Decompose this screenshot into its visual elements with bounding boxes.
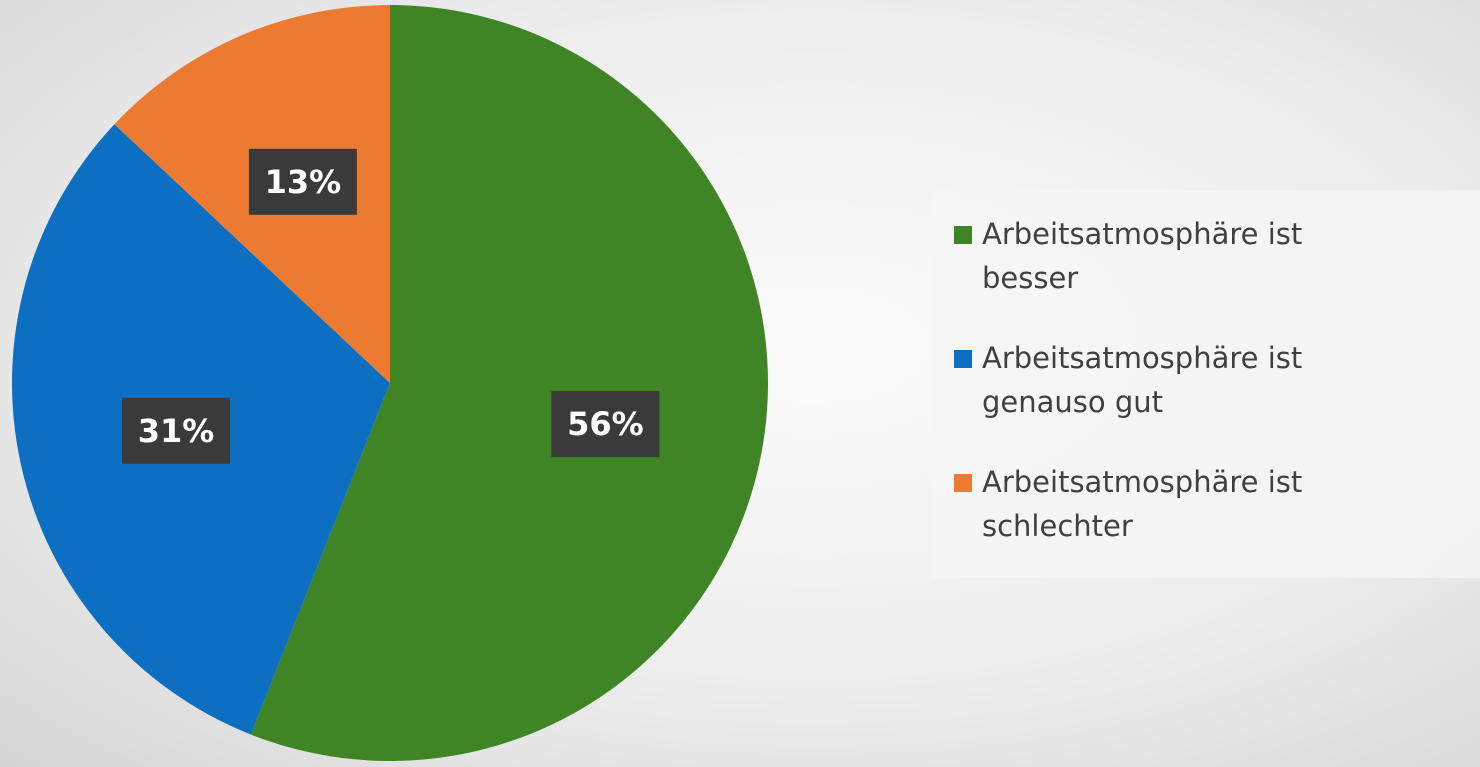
legend-label-besser: Arbeitsatmosphäre ist besser — [982, 217, 1303, 295]
legend: Arbeitsatmosphäre ist besser Arbeitsatmo… — [932, 190, 1480, 578]
data-labels: 56% 31% 13% — [122, 148, 660, 464]
pie-slices — [11, 5, 768, 761]
legend-label-schlechter: Arbeitsatmosphäre ist schlechter — [982, 465, 1303, 543]
legend-item-schlechter: Arbeitsatmosphäre ist schlechter — [954, 460, 1362, 548]
data-label-2: 31% — [122, 397, 230, 464]
legend-label-genauso-gut: Arbeitsatmosphäre ist genauso gut — [982, 341, 1303, 419]
data-label-box-1 — [551, 391, 660, 458]
data-label-text-1: 56% — [567, 405, 644, 443]
data-label-1: 56% — [551, 391, 660, 458]
data-label-3: 13% — [248, 148, 357, 215]
data-label-text-3: 13% — [265, 163, 342, 201]
data-label-text-2: 31% — [138, 412, 215, 450]
data-label-box-2 — [122, 397, 230, 464]
data-label-box-3 — [248, 148, 357, 215]
legend-swatch-schlechter — [954, 474, 972, 492]
legend-item-besser: Arbeitsatmosphäre ist besser — [954, 212, 1362, 300]
legend-swatch-genauso-gut — [954, 350, 972, 368]
pie-slice-1 — [250, 5, 768, 761]
legend-swatch-besser — [954, 226, 972, 244]
legend-item-genauso-gut: Arbeitsatmosphäre ist genauso gut — [954, 336, 1362, 424]
